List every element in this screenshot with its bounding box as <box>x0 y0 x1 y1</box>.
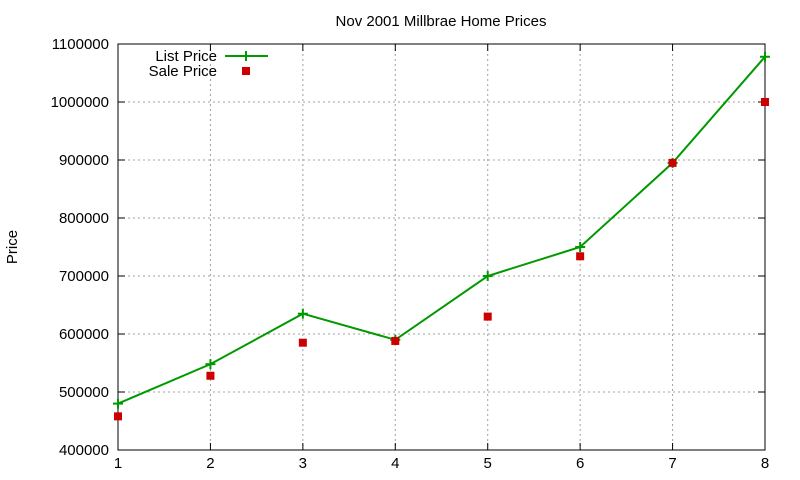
legend-marker-sale-price <box>242 67 250 75</box>
data-point-sale-price <box>206 371 215 380</box>
y-tick-label: 500000 <box>59 384 109 401</box>
data-point-sale-price <box>391 336 400 345</box>
y-tick-label: 600000 <box>59 326 109 343</box>
y-axis-ticks: 400000 500000 600000 700000 800000 900000 1000… <box>51 36 765 459</box>
y-tick-label: 1100000 <box>52 36 109 53</box>
y-tick-label: 700000 <box>59 268 109 285</box>
data-point-list-price <box>760 51 770 62</box>
data-series <box>113 51 770 421</box>
x-tick-label: 8 <box>761 455 769 472</box>
x-tick-label: 3 <box>299 455 307 472</box>
data-point-list-price <box>113 398 123 409</box>
legend-sample-sale-price <box>242 67 250 75</box>
x-tick-label: 7 <box>668 455 676 472</box>
legend-label-sale-price: Sale Price <box>149 63 217 80</box>
x-tick-label: 5 <box>484 455 492 472</box>
data-point-sale-price <box>114 412 122 421</box>
x-tick-label: 6 <box>576 455 584 472</box>
data-point-list-price <box>205 359 216 370</box>
grid-lines <box>118 44 765 450</box>
legend-marker-list-price <box>241 51 251 61</box>
x-tick-label: 2 <box>206 455 214 472</box>
legend-item-list-price: List Price <box>155 48 268 65</box>
data-point-sale-price <box>298 338 307 347</box>
y-tick-label: 800000 <box>59 210 109 227</box>
x-axis-ticks: 1 2 3 4 5 6 7 8 <box>114 44 769 472</box>
data-point-sale-price <box>483 312 492 321</box>
data-point-list-price <box>575 242 586 252</box>
data-point-list-price <box>482 271 493 281</box>
plot-frame <box>117 43 766 451</box>
legend-sample-list-price <box>225 51 268 61</box>
data-point-sale-price <box>668 158 677 167</box>
legend-label-list-price: List Price <box>155 48 217 65</box>
y-tick-label: 1000000 <box>51 94 109 111</box>
y-tick-label: 400000 <box>59 442 109 459</box>
y-axis-label: Price <box>4 230 21 264</box>
x-tick-label: 4 <box>391 455 399 472</box>
data-point-list-price <box>297 308 308 319</box>
data-point-sale-price <box>761 98 769 106</box>
chart-title: Nov 2001 Millbrae Home Prices <box>336 13 547 30</box>
x-tick-label: 1 <box>114 455 122 472</box>
data-point-sale-price <box>576 252 585 261</box>
series-line-list-price <box>117 56 766 405</box>
legend-item-sale-price: Sale Price <box>149 63 250 80</box>
legend: List Price Sale Price <box>149 48 268 80</box>
y-tick-label: 900000 <box>59 152 109 169</box>
